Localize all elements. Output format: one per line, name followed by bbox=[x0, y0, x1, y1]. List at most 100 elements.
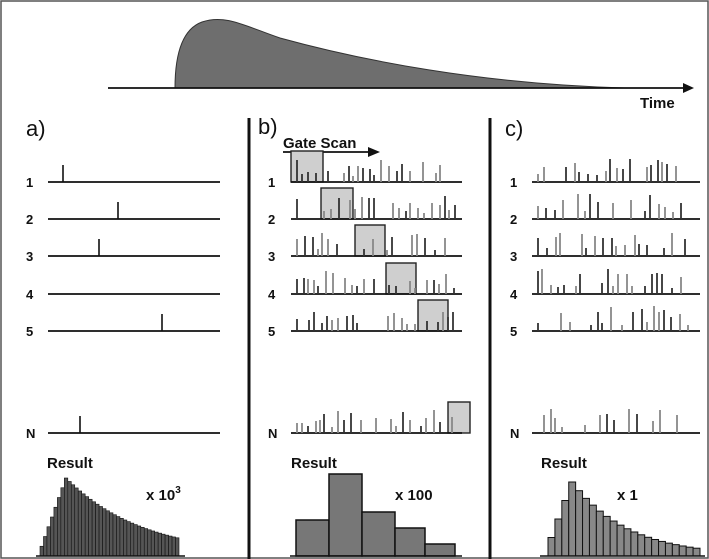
panel-c-row-label: 5 bbox=[510, 324, 517, 339]
histogram-bar bbox=[168, 535, 173, 557]
panel-a-result-label: Result bbox=[47, 455, 93, 472]
panel-a-histogram bbox=[36, 477, 185, 557]
histogram-bar bbox=[394, 527, 426, 557]
histogram-bar bbox=[424, 543, 456, 557]
histogram-bar bbox=[105, 510, 110, 557]
panel-c-rows: 1 2 3 4 5 N bbox=[510, 159, 700, 441]
histogram-bar bbox=[671, 544, 680, 557]
histogram-bar bbox=[561, 500, 570, 557]
histogram-bar bbox=[575, 490, 584, 557]
histogram-bar bbox=[164, 534, 169, 557]
panel-a-rows: 1 2 3 4 5 N bbox=[26, 165, 220, 441]
histogram-bar bbox=[50, 516, 55, 557]
histogram-bar bbox=[651, 538, 660, 557]
histogram-bar bbox=[582, 497, 590, 557]
histogram-bar bbox=[116, 516, 121, 557]
panel-c-row-label: N bbox=[510, 426, 519, 441]
histogram-bar bbox=[637, 534, 646, 557]
histogram-bar bbox=[154, 531, 159, 557]
histogram-bar bbox=[157, 532, 162, 557]
histogram-bar bbox=[295, 519, 330, 557]
histogram-bar bbox=[630, 531, 639, 557]
panel-b-histogram bbox=[290, 473, 462, 557]
histogram-bar bbox=[95, 503, 100, 557]
histogram-bar bbox=[39, 545, 44, 557]
histogram-bar bbox=[43, 536, 48, 557]
panel-c-histogram bbox=[540, 481, 705, 557]
time-axis-label: Time bbox=[640, 95, 675, 112]
panel-b-row-label: 1 bbox=[268, 175, 275, 190]
histogram-bar bbox=[112, 514, 117, 557]
histogram-bar bbox=[60, 487, 65, 557]
panel-a-label: a) bbox=[26, 116, 46, 141]
panel-b-row-label: 2 bbox=[268, 212, 275, 227]
histogram-bar bbox=[143, 528, 149, 557]
panel-a-row-label: 3 bbox=[26, 249, 33, 264]
histogram-bar bbox=[147, 529, 152, 557]
histogram-bar bbox=[658, 540, 666, 557]
panel-c-label: c) bbox=[505, 116, 523, 141]
panel-c-row-label: 2 bbox=[510, 212, 517, 227]
histogram-bar bbox=[46, 526, 51, 557]
panel-b-rows: 1 2 3 4 5 N bbox=[268, 150, 471, 441]
panel-c-row-label: 3 bbox=[510, 249, 517, 264]
histogram-bar bbox=[678, 545, 687, 557]
panel-b-row-label: N bbox=[268, 426, 277, 441]
histogram-bar bbox=[84, 496, 89, 557]
histogram-bar bbox=[568, 481, 577, 557]
gate-scan-label: Gate Scan bbox=[283, 135, 356, 152]
panel-c-row-label: 4 bbox=[510, 287, 518, 302]
histogram-bar bbox=[554, 518, 563, 557]
histogram-bar bbox=[109, 512, 114, 557]
histogram-bar bbox=[67, 481, 72, 557]
histogram-bar bbox=[602, 515, 611, 557]
histogram-bar bbox=[53, 506, 58, 557]
panel-b-row-label: 5 bbox=[268, 324, 275, 339]
histogram-bar bbox=[77, 490, 82, 557]
panel-c-result-label: Result bbox=[541, 455, 587, 472]
histogram-bar bbox=[91, 501, 96, 557]
histogram-bar bbox=[595, 510, 604, 557]
histogram-bar bbox=[685, 546, 694, 557]
histogram-bar bbox=[644, 536, 653, 557]
panel-b-result-label: Result bbox=[291, 455, 337, 472]
panel-a-row-label: 4 bbox=[26, 287, 34, 302]
detection-gate bbox=[354, 224, 386, 257]
panel-a-row-label: 2 bbox=[26, 212, 33, 227]
histogram-bar bbox=[361, 511, 396, 557]
histogram-bar bbox=[171, 536, 176, 557]
histogram-bar bbox=[133, 524, 138, 557]
panel-a-multiplier: x 103 bbox=[146, 485, 181, 504]
histogram-bar bbox=[616, 524, 625, 557]
histogram-bar bbox=[119, 518, 124, 557]
panel-a-row-label: 1 bbox=[26, 175, 33, 190]
histogram-bar bbox=[64, 477, 69, 557]
histogram-bar bbox=[692, 547, 701, 557]
panel-b-row-label: 4 bbox=[268, 287, 276, 302]
gate-scan-arrowhead bbox=[368, 147, 380, 157]
histogram-bar bbox=[123, 519, 128, 557]
histogram-bar bbox=[130, 522, 135, 557]
detection-gate bbox=[385, 262, 417, 295]
histogram-bar bbox=[98, 506, 103, 557]
histogram-bar bbox=[57, 497, 62, 557]
histogram-bar bbox=[588, 504, 597, 557]
histogram-bar bbox=[328, 473, 363, 557]
histogram-bar bbox=[664, 542, 673, 557]
histogram-bar bbox=[609, 520, 618, 557]
histogram-bar bbox=[81, 493, 86, 557]
histogram-bar bbox=[126, 521, 131, 557]
histogram-bar bbox=[102, 508, 107, 557]
histogram-bar bbox=[161, 533, 166, 557]
panel-b-label: b) bbox=[258, 114, 278, 139]
histogram-bar bbox=[70, 484, 76, 557]
histogram-bar bbox=[547, 537, 556, 557]
panel-b-row-label: 3 bbox=[268, 249, 275, 264]
panel-c-multiplier: x 1 bbox=[617, 487, 638, 504]
histogram-bar bbox=[175, 537, 180, 557]
time-axis-arrowhead bbox=[683, 83, 694, 93]
histogram-bar bbox=[137, 525, 142, 557]
panel-b-multiplier: x 100 bbox=[395, 487, 433, 504]
